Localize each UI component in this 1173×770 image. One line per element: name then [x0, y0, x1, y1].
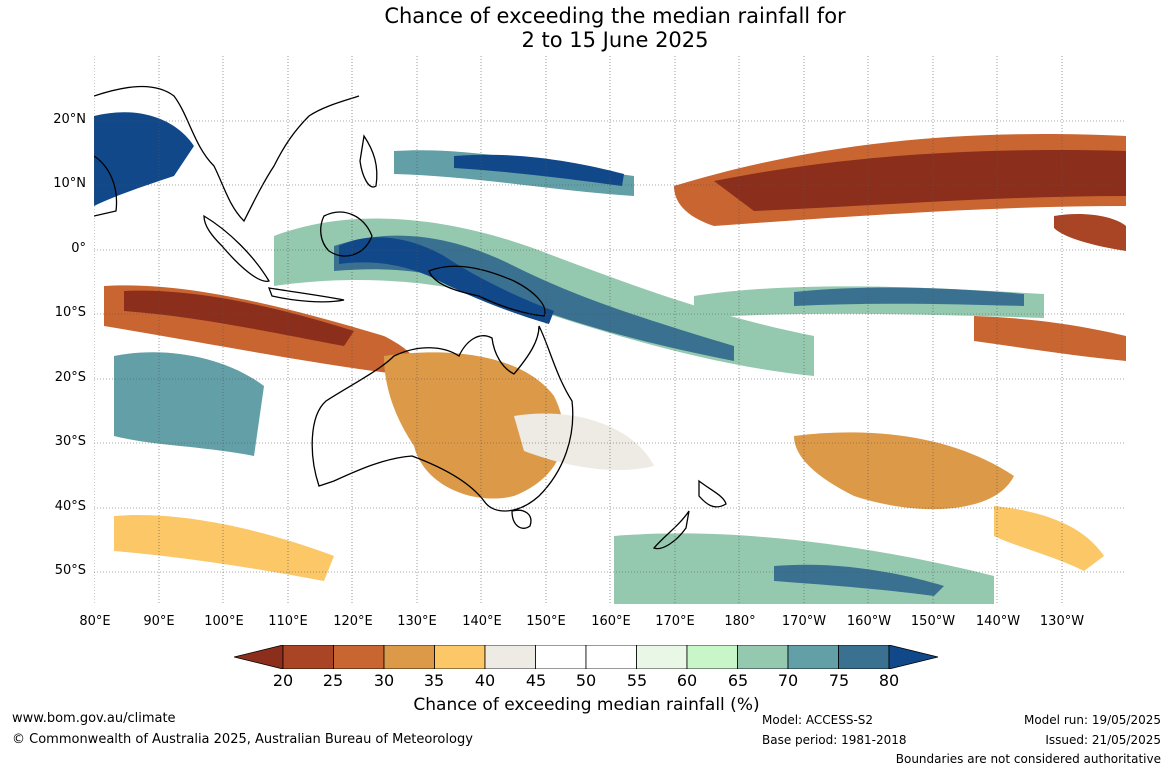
colorbar-tick-80: 80	[878, 671, 900, 690]
lon-label-140e: 140°E	[462, 614, 502, 629]
dry-australia	[384, 352, 564, 499]
lat-label-50s: 50°S	[54, 563, 86, 578]
colorbar-segment	[383, 645, 435, 669]
lon-label-150w: 150°W	[910, 614, 956, 629]
lon-label-150e: 150°E	[526, 614, 566, 629]
colorbar-tick-55: 55	[626, 671, 648, 690]
base-period-text: Base period: 1981-2018	[762, 733, 907, 747]
wet-core-ncp	[794, 287, 1024, 306]
colorbar-segment	[838, 645, 890, 669]
lon-label-160e: 160°E	[591, 614, 631, 629]
wet-south-pacific-core	[774, 564, 944, 596]
new-guinea-coastline	[428, 265, 546, 317]
lat-label-10s: 10°S	[54, 305, 86, 320]
sumatra-coastline	[203, 214, 270, 282]
lon-label-120e: 120°E	[333, 614, 373, 629]
colorbar-segment	[585, 645, 637, 669]
dry-core-north-pacific	[714, 150, 1126, 211]
java-coastline	[267, 287, 345, 303]
wet-indian-nw	[94, 112, 194, 206]
colorbar-tick-70: 70	[777, 671, 799, 690]
colorbar-segment	[434, 645, 486, 669]
colorbar	[234, 645, 939, 669]
colorbar-segment	[484, 645, 536, 669]
lon-label-130e: 130°E	[397, 614, 437, 629]
lon-label-170w: 170°W	[781, 614, 827, 629]
colorbar-tick-25: 25	[322, 671, 344, 690]
colorbar-tick-30: 30	[373, 671, 395, 690]
issued-text: Issued: 21/05/2025	[1045, 733, 1161, 747]
colorbar-segment	[333, 645, 385, 669]
lat-label-10n: 10°N	[53, 176, 86, 191]
lon-label-90e: 90°E	[143, 614, 175, 629]
india-coastline	[94, 155, 118, 217]
graticule	[94, 56, 1126, 604]
dry-east-equatorial	[1054, 214, 1126, 251]
australia-coastline	[311, 325, 574, 512]
colorbar-title: Chance of exceeding median rainfall (%)	[413, 695, 760, 715]
website-link[interactable]: www.bom.gov.au/climate	[12, 711, 176, 726]
colorbar-tick-35: 35	[423, 671, 445, 690]
colorbar-segment	[282, 645, 334, 669]
disclaimer-text: Boundaries are not considered authoritat…	[895, 752, 1161, 766]
lat-label-20s: 20°S	[54, 370, 86, 385]
dry-core-indian	[124, 290, 354, 346]
colorbar-segment	[787, 645, 839, 669]
wet-core-indonesia	[339, 237, 554, 324]
dry-south-pacific	[794, 432, 1014, 510]
lon-label-140w: 140°W	[975, 614, 1021, 629]
lat-label-20n: 20°N	[53, 112, 86, 127]
philippines-coastline	[359, 134, 378, 188]
rainfall-probability-map	[94, 56, 1126, 604]
borneo-coastline	[320, 211, 373, 257]
colorbar-tick-75: 75	[828, 671, 850, 690]
colorbar-extend-high	[888, 645, 939, 669]
map-title: Chance of exceeding the median rainfall …	[384, 4, 846, 28]
lon-label-80e: 80°E	[79, 614, 111, 629]
colorbar-segment	[737, 645, 789, 669]
colorbar-segment	[636, 645, 688, 669]
lat-label-40s: 40°S	[54, 499, 86, 514]
colorbar-extend-low	[234, 645, 284, 669]
colorbar-tick-50: 50	[575, 671, 597, 690]
lat-label-0: 0°	[71, 241, 86, 256]
se-asia-coastline	[94, 85, 360, 223]
moist-light-south	[994, 506, 1104, 571]
lon-label-100e: 100°E	[204, 614, 244, 629]
lon-label-170e: 170°E	[655, 614, 695, 629]
lon-label-180: 180°	[724, 614, 756, 629]
colorbar-tick-20: 20	[272, 671, 294, 690]
tasmania-coastline	[511, 509, 532, 529]
colorbar-tick-65: 65	[727, 671, 749, 690]
new-zealand-coastline	[652, 479, 727, 550]
wet-sw-indian	[114, 352, 264, 456]
lon-label-130w: 130°W	[1039, 614, 1085, 629]
moist-light-sw	[114, 515, 334, 581]
colorbar-segment	[686, 645, 738, 669]
model-text: Model: ACCESS-S2	[762, 713, 874, 727]
copyright-text: © Commonwealth of Australia 2025, Austra…	[12, 732, 473, 747]
model-run-text: Model run: 19/05/2025	[1023, 713, 1161, 727]
lon-label-160w: 160°W	[846, 614, 892, 629]
map-subtitle: 2 to 15 June 2025	[521, 28, 709, 52]
wet-core-pacific-north	[454, 154, 624, 186]
neutral-grey-patch	[514, 413, 654, 471]
dry-south-pacific-east	[974, 316, 1126, 361]
lat-label-30s: 30°S	[54, 434, 86, 449]
colorbar-tick-60: 60	[676, 671, 698, 690]
colorbar-segment	[535, 645, 587, 669]
lon-label-110e: 110°E	[268, 614, 308, 629]
colorbar-tick-45: 45	[525, 671, 547, 690]
colorbar-tick-40: 40	[474, 671, 496, 690]
